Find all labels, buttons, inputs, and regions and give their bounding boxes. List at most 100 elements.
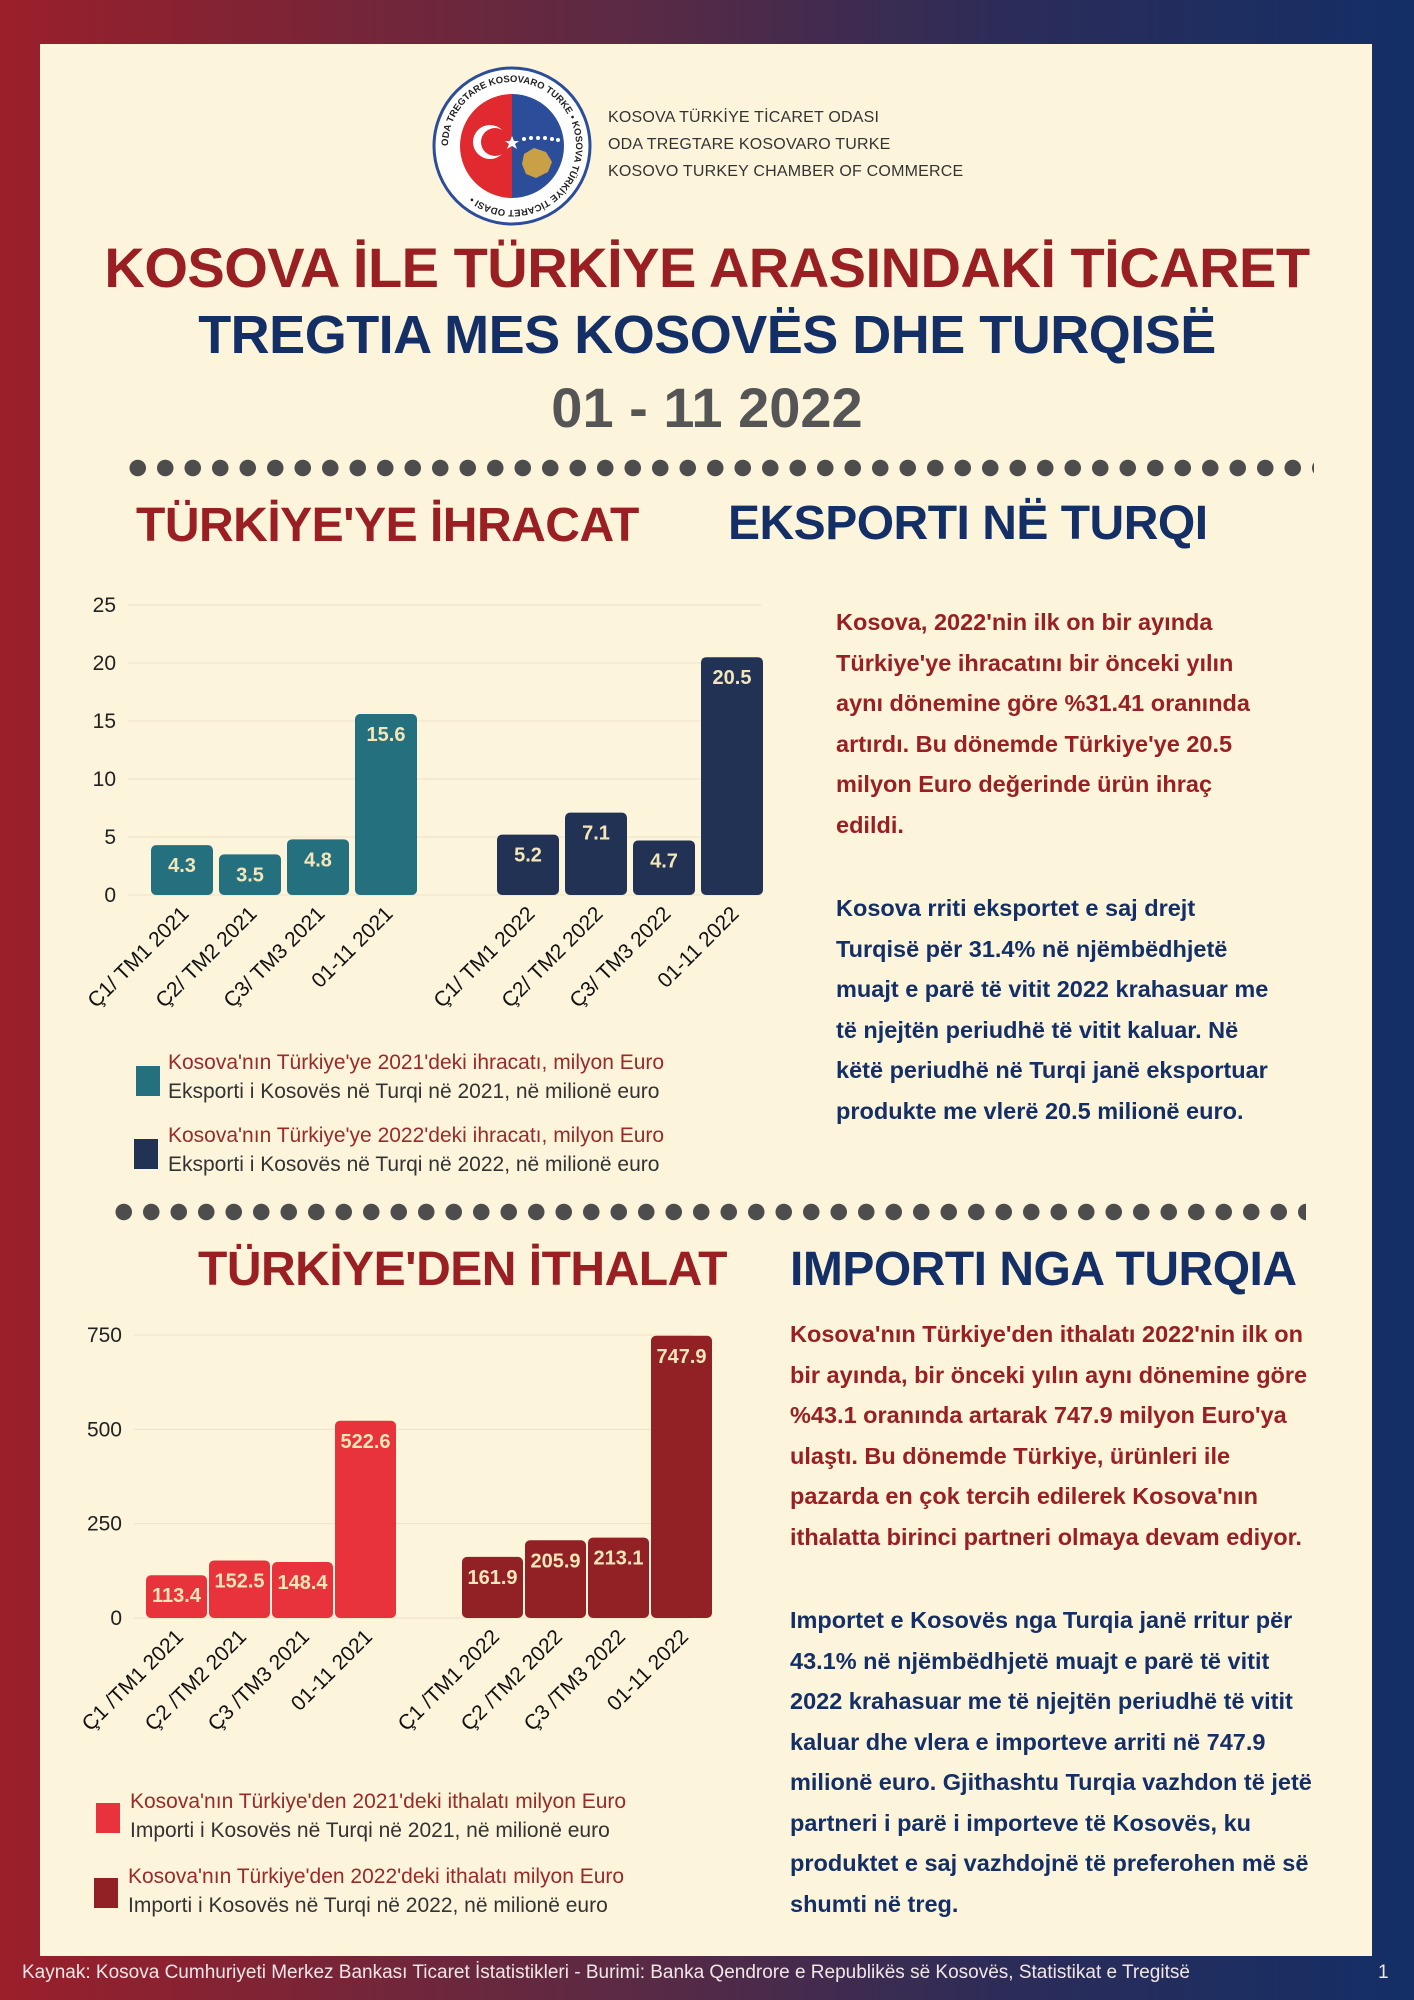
text-line: shumti në treg.: [790, 1890, 959, 1917]
text-line: Kosova rriti eksportet e saj drejt: [836, 895, 1196, 921]
legend-swatch-export-2021: [136, 1066, 160, 1096]
y-tick-label: 250: [87, 1513, 122, 1536]
text-line: pazarda en çok tercih edilerek Kosova'nı…: [790, 1483, 1258, 1509]
legend-label-tr: Kosova'nın Türkiye'ye 2021'deki ihracatı…: [168, 1051, 665, 1074]
bar: [209, 1560, 270, 1618]
legend-label-tr: Kosova'nın Türkiye'den 2022'deki ithalat…: [128, 1865, 625, 1888]
star-icon: [505, 136, 519, 149]
bar: [701, 657, 763, 895]
text-line: të njejtën periudhë të vitit kaluar. Në: [836, 1016, 1239, 1043]
y-tick-label: 750: [87, 1324, 122, 1347]
org-name-tr: KOSOVA TÜRKİYE TİCARET ODASI: [608, 109, 880, 126]
text-line: produktet e saj vazhdojnë të preferohen …: [790, 1850, 1309, 1876]
text-line: milionë euro. Gjithashtu Turqia vazhdon …: [790, 1769, 1312, 1795]
bar-value-label: 522.6: [340, 1431, 390, 1453]
export-paragraph-sq: Kosova rriti eksportet e saj drejt Turqi…: [836, 888, 1286, 1131]
bar-value-label: 7.1: [582, 823, 610, 845]
text-line: aynı dönemine göre %31.41 oranında: [836, 690, 1250, 716]
bar-value-label: 747.9: [656, 1346, 706, 1368]
bar: [355, 714, 417, 895]
export-heading-tr: TÜRKİYE'YE İHRACAT: [136, 499, 639, 552]
bar-value-label: 4.3: [168, 855, 196, 877]
text-line: muajt e parë të vitit 2022 krahasuar me: [836, 976, 1269, 1002]
bar: [497, 834, 559, 895]
y-tick-label: 5: [104, 826, 116, 849]
bar-value-label: 113.4: [152, 1585, 202, 1607]
period-label: 01 - 11 2022: [551, 376, 863, 439]
y-tick-label: 10: [93, 768, 116, 791]
legend-label-tr: Kosova'nın Türkiye'ye 2022'deki ihracatı…: [168, 1124, 665, 1147]
bar: [219, 854, 281, 895]
text-line: edildi.: [836, 811, 904, 838]
bar: [525, 1540, 586, 1618]
bar-value-label: 5.2: [514, 845, 542, 867]
bar-value-label: 15.6: [367, 724, 406, 746]
organization-names: KOSOVA TÜRKİYE TİCARET ODASI ODA TREGTAR…: [608, 104, 963, 185]
text-line: këtë periudhë në Turqi janë eksportuar: [836, 1057, 1268, 1083]
export-heading-sq: EKSPORTI NË TURQI: [728, 497, 1208, 550]
text-line: produkte me vlerë 20.5 milionë euro.: [836, 1097, 1244, 1124]
legend-export-2021: Kosova'nın Türkiye'ye 2021'deki ihracatı…: [168, 1048, 664, 1106]
text-line: partneri i parë i importeve të Kosovës, …: [790, 1809, 1252, 1836]
import-paragraph-tr: Kosova'nın Türkiye'den ithalatı 2022'nin…: [790, 1314, 1328, 1557]
org-name-en: KOSOVO TURKEY CHAMBER OF COMMERCE: [608, 163, 964, 180]
y-tick-label: 0: [104, 884, 116, 907]
import-paragraph-sq: Importet e Kosovës nga Turqia janë rritu…: [790, 1600, 1328, 1924]
text-line: ithalatta birinci partneri olmaya devam …: [790, 1523, 1302, 1550]
bar-value-label: 148.4: [277, 1572, 328, 1594]
legend-label-sq: Importi i Kosovës në Turqi në 2022, në m…: [128, 1894, 608, 1917]
bar-value-label: 3.5: [236, 864, 264, 886]
legend-import-2022: Kosova'nın Türkiye'den 2022'deki ithalat…: [128, 1862, 624, 1920]
dotted-divider: [110, 1202, 1306, 1222]
y-tick-label: 25: [93, 594, 116, 617]
legend-label-sq: Eksporti i Kosovës në Turqi në 2022, në …: [168, 1153, 660, 1176]
bar: [146, 1575, 207, 1618]
bar: [651, 1335, 712, 1618]
text-line: 2022 krahasuar me të njejtën periudhë të…: [790, 1688, 1293, 1714]
y-tick-label: 20: [93, 652, 116, 675]
chamber-logo: ODA TREGTARE KOSOVARO TURKE • KOSOVA TÜR…: [432, 66, 592, 226]
org-name-sq: ODA TREGTARE KOSOVARO TURKE: [608, 136, 891, 153]
bar: [633, 840, 695, 895]
y-tick-label: 15: [93, 710, 116, 733]
text-line: %43.1 oranında artarak 747.9 milyon Euro…: [790, 1402, 1287, 1428]
text-line: Importet e Kosovës nga Turqia janë rritu…: [790, 1607, 1293, 1633]
bar: [287, 839, 349, 895]
stars-row-icon: [522, 136, 560, 142]
page-number: 1: [1378, 1962, 1389, 1983]
bar: [272, 1562, 333, 1618]
legend-label-sq: Importi i Kosovës në Turqi në 2021, në m…: [130, 1819, 610, 1842]
bar: [462, 1556, 523, 1618]
text-line: artırdı. Bu dönemde Türkiye'ye 20.5: [836, 730, 1233, 757]
legend-label-sq: Eksporti i Kosovës në Turqi në 2021, në …: [168, 1080, 660, 1103]
legend-import-2021: Kosova'nın Türkiye'den 2021'deki ithalat…: [130, 1787, 626, 1845]
dotted-divider: [124, 458, 1314, 478]
y-tick-label: 0: [110, 1607, 122, 1630]
page-title-tr: KOSOVA İLE TÜRKİYE ARASINDAKİ TİCARET: [104, 236, 1310, 299]
bar-value-label: 4.7: [650, 850, 678, 872]
legend-swatch-export-2022: [134, 1139, 158, 1169]
source-footer: Kaynak: Kosova Cumhuriyeti Merkez Bankas…: [22, 1962, 1190, 1983]
text-line: milyon Euro değerinde ürün ihraç: [836, 771, 1213, 797]
text-line: 43.1% në njëmbëdhjetë muajt e parë të vi…: [790, 1647, 1270, 1674]
legend-label-tr: Kosova'nın Türkiye'den 2021'deki ithalat…: [130, 1790, 627, 1813]
import-heading-tr: TÜRKİYE'DEN İTHALAT: [198, 1243, 728, 1296]
bar-value-label: 213.1: [593, 1548, 643, 1570]
bar: [151, 845, 213, 895]
bar-value-label: 161.9: [467, 1567, 517, 1589]
bar-value-label: 205.9: [530, 1550, 580, 1572]
text-line: Kosova, 2022'nin ilk on bir ayında: [836, 609, 1213, 635]
text-line: bir ayında, bir önceki yılın aynı dönemi…: [790, 1361, 1308, 1388]
kosovo-map-icon: [522, 148, 552, 178]
page-title-sq: TREGTIA MES KOSOVËS DHE TURQISË: [198, 305, 1216, 365]
text-line: Turqisë për 31.4% në njëmbëdhjetë: [836, 935, 1228, 962]
bar-value-label: 20.5: [713, 667, 752, 689]
text-line: Türkiye'ye ihracatını bir önceki yılın: [836, 649, 1234, 676]
import-heading-sq: IMPORTI NGA TURQIA: [790, 1243, 1297, 1296]
text-line: ulaştı. Bu dönemde Türkiye, ürünleri ile: [790, 1442, 1231, 1469]
legend-swatch-import-2022: [94, 1878, 118, 1908]
bar-value-label: 152.5: [214, 1570, 264, 1592]
legend-export-2022: Kosova'nın Türkiye'ye 2022'deki ihracatı…: [168, 1121, 664, 1179]
